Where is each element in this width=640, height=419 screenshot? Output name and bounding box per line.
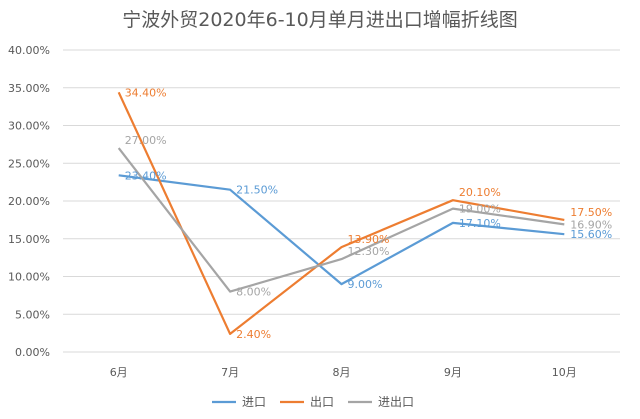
legend-label: 进口 (242, 395, 266, 409)
y-tick-label: 25.00% (8, 157, 50, 170)
y-axis-ticks: 0.00% 5.00% 10.00% 15.00% 20.00% 25.00% 30.00%… (8, 44, 50, 359)
x-tick-label: 9月 (444, 366, 462, 379)
y-tick-label: 30.00% (8, 120, 50, 133)
series-line (117, 91, 565, 335)
legend: 进口 出口 进出口 (212, 395, 414, 409)
y-tick-label: 0.00% (15, 346, 50, 359)
data-label: 9.00% (348, 278, 383, 291)
data-label: 23.40% (125, 169, 167, 182)
data-label: 12.30% (348, 245, 390, 258)
series-lines (117, 91, 565, 335)
gridlines (63, 49, 620, 353)
y-tick-label: 5.00% (15, 308, 50, 321)
x-tick-label: 6月 (110, 366, 128, 379)
y-tick-label: 20.00% (8, 195, 50, 208)
x-tick-label: 8月 (333, 366, 351, 379)
data-labels: 23.40% 21.50% 9.00% 17.10% 15.60% 34.40% 2.40%… (125, 86, 613, 341)
data-label: 27.00% (125, 134, 167, 147)
series-line (117, 147, 565, 293)
chart-title: 宁波外贸2020年6-10月单月进出口增幅折线图 (122, 9, 517, 31)
data-label: 19.00% (459, 203, 501, 216)
data-label: 2.40% (236, 328, 271, 341)
legend-label: 进出口 (378, 395, 414, 409)
data-label: 21.50% (236, 184, 278, 197)
y-tick-label: 40.00% (8, 44, 50, 57)
data-label: 17.50% (570, 206, 612, 219)
series-line (118, 174, 565, 286)
legend-label: 出口 (310, 395, 334, 409)
data-label: 13.90% (348, 233, 390, 246)
data-label: 34.40% (125, 86, 167, 99)
data-label: 15.60% (570, 228, 612, 241)
x-axis-ticks: 6月 7月 8月 9月 10月 (110, 366, 577, 379)
y-tick-label: 35.00% (8, 82, 50, 95)
y-tick-label: 10.00% (8, 271, 50, 284)
data-label: 8.00% (236, 286, 271, 299)
x-tick-label: 10月 (552, 366, 577, 379)
y-tick-label: 15.00% (8, 233, 50, 246)
data-label: 16.90% (570, 218, 612, 231)
data-label: 20.10% (459, 186, 501, 199)
data-label: 17.10% (459, 217, 501, 230)
x-tick-label: 7月 (221, 366, 239, 379)
